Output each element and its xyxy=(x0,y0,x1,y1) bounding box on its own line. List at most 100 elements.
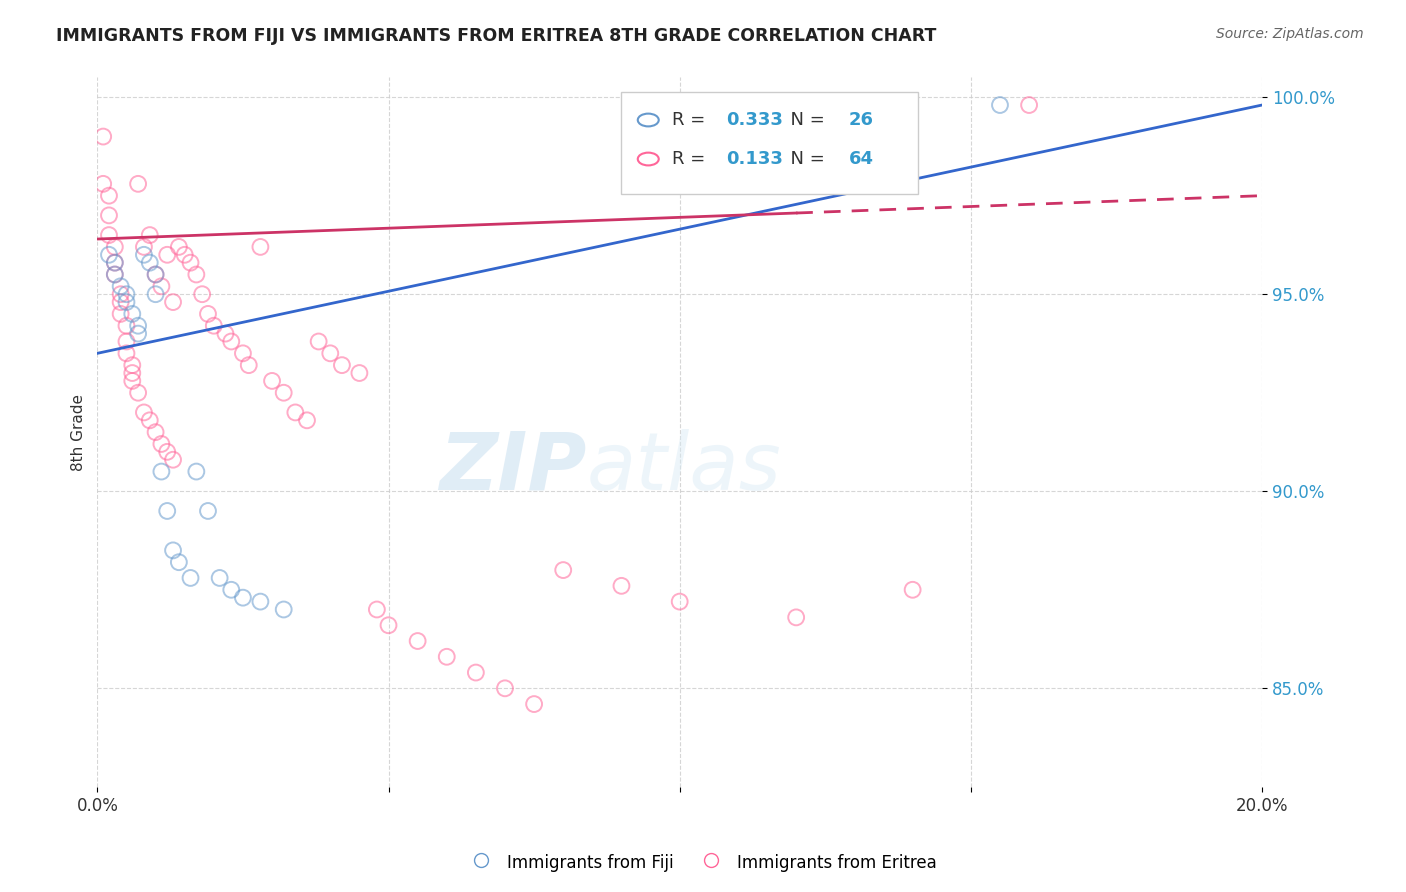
Text: 26: 26 xyxy=(849,111,873,129)
Text: ZIP: ZIP xyxy=(439,429,586,507)
FancyBboxPatch shape xyxy=(621,92,918,194)
Point xyxy=(406,634,429,648)
Point xyxy=(162,295,184,310)
Point xyxy=(162,452,184,467)
Legend: Immigrants from Fiji, Immigrants from Eritrea: Immigrants from Fiji, Immigrants from Er… xyxy=(463,846,943,880)
Point xyxy=(110,279,132,293)
Point xyxy=(98,208,121,222)
Point xyxy=(232,591,254,605)
Point xyxy=(121,358,143,372)
Point xyxy=(139,255,162,269)
Point xyxy=(202,318,225,333)
Point xyxy=(110,307,132,321)
Point xyxy=(436,649,458,664)
Point xyxy=(115,318,138,333)
Point xyxy=(186,268,208,282)
Text: 0.133: 0.133 xyxy=(727,150,783,168)
Point xyxy=(273,602,295,616)
Point xyxy=(553,563,575,577)
Point xyxy=(988,98,1011,112)
Point xyxy=(110,287,132,301)
Point xyxy=(145,287,167,301)
Point xyxy=(186,465,208,479)
Point xyxy=(127,177,149,191)
Point xyxy=(98,228,121,243)
Point xyxy=(377,618,399,632)
Point xyxy=(156,445,179,459)
Point xyxy=(238,358,260,372)
Point xyxy=(214,326,236,341)
Point xyxy=(121,366,143,380)
Text: IMMIGRANTS FROM FIJI VS IMMIGRANTS FROM ERITREA 8TH GRADE CORRELATION CHART: IMMIGRANTS FROM FIJI VS IMMIGRANTS FROM … xyxy=(56,27,936,45)
Text: R =: R = xyxy=(672,150,710,168)
Point xyxy=(180,255,202,269)
Point xyxy=(145,425,167,439)
Point xyxy=(180,571,202,585)
Text: Source: ZipAtlas.com: Source: ZipAtlas.com xyxy=(1216,27,1364,41)
Point xyxy=(104,268,127,282)
Point xyxy=(167,555,190,569)
Point xyxy=(284,405,307,419)
Point xyxy=(104,268,127,282)
Point xyxy=(98,188,121,202)
Text: atlas: atlas xyxy=(586,429,782,507)
Point xyxy=(132,240,155,254)
Point xyxy=(162,543,184,558)
Point xyxy=(330,358,353,372)
Point xyxy=(127,326,149,341)
Point xyxy=(273,385,295,400)
Point xyxy=(132,405,155,419)
Point xyxy=(145,268,167,282)
Y-axis label: 8th Grade: 8th Grade xyxy=(72,393,86,471)
Point xyxy=(115,334,138,349)
Point xyxy=(249,240,271,254)
Point xyxy=(221,334,243,349)
Point xyxy=(221,582,243,597)
Point xyxy=(901,582,924,597)
Point xyxy=(132,248,155,262)
Point xyxy=(494,681,516,696)
Text: 64: 64 xyxy=(849,150,873,168)
Point xyxy=(145,268,167,282)
Point xyxy=(232,346,254,360)
Point xyxy=(197,504,219,518)
Text: 0.333: 0.333 xyxy=(727,111,783,129)
Point xyxy=(150,437,173,451)
Point xyxy=(319,346,342,360)
Point xyxy=(785,610,807,624)
Point xyxy=(208,571,231,585)
Text: N =: N = xyxy=(779,111,830,129)
Point xyxy=(127,318,149,333)
Point xyxy=(260,374,283,388)
Point xyxy=(139,413,162,427)
Point xyxy=(115,287,138,301)
Point xyxy=(98,248,121,262)
Point xyxy=(308,334,330,349)
Point xyxy=(1018,98,1040,112)
Point xyxy=(150,279,173,293)
Point xyxy=(139,228,162,243)
Point xyxy=(104,255,127,269)
Point xyxy=(610,579,633,593)
Point xyxy=(91,129,114,144)
Point xyxy=(366,602,388,616)
Point xyxy=(104,255,127,269)
Point xyxy=(191,287,214,301)
Point xyxy=(156,248,179,262)
Text: N =: N = xyxy=(779,150,830,168)
Point xyxy=(150,465,173,479)
Point xyxy=(121,307,143,321)
Point xyxy=(295,413,318,427)
Point xyxy=(167,240,190,254)
Point xyxy=(523,697,546,711)
Point xyxy=(349,366,371,380)
Text: R =: R = xyxy=(672,111,710,129)
Point xyxy=(668,594,690,608)
Point xyxy=(127,385,149,400)
Point xyxy=(104,240,127,254)
Point xyxy=(156,504,179,518)
Point xyxy=(464,665,486,680)
Point xyxy=(121,374,143,388)
Point xyxy=(197,307,219,321)
Point xyxy=(115,346,138,360)
